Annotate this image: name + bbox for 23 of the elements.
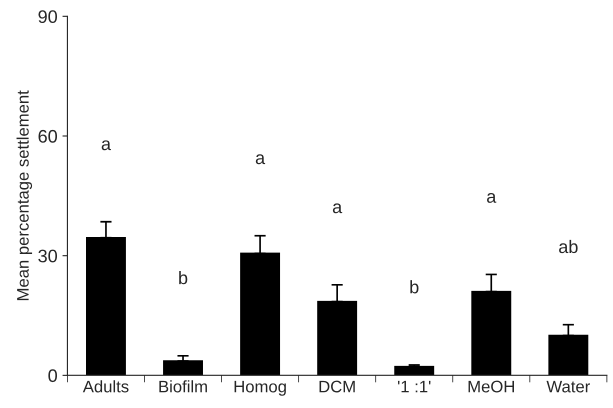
bar	[548, 334, 588, 376]
bar	[163, 360, 203, 376]
y-tick-label: 30	[38, 250, 58, 262]
annotation: a	[256, 154, 266, 164]
annotation: a	[487, 192, 496, 203]
bar	[317, 300, 358, 376]
y-tick-label: 0	[48, 369, 57, 382]
annotation: a	[332, 203, 342, 214]
annotation: b	[179, 271, 188, 284]
x-tick-label: DCM	[320, 380, 355, 392]
annotation: b	[410, 280, 418, 294]
y-tick-label: 90	[38, 10, 58, 24]
x-tick-label: Homog	[234, 380, 286, 396]
x-tick-label: Biofilm	[159, 380, 207, 392]
y-tick-label: 60	[38, 130, 58, 143]
y-axis-title: Mean percentage settlement	[16, 90, 32, 300]
x-tick-label: '1 :1'	[398, 380, 430, 392]
x-tick-label: Adults	[82, 380, 129, 392]
x-tick-label: Water	[546, 380, 590, 392]
x-tick-label: MeOH	[468, 380, 514, 392]
annotation: ab	[559, 240, 578, 254]
annotation: a	[102, 140, 111, 150]
bar	[394, 366, 434, 376]
